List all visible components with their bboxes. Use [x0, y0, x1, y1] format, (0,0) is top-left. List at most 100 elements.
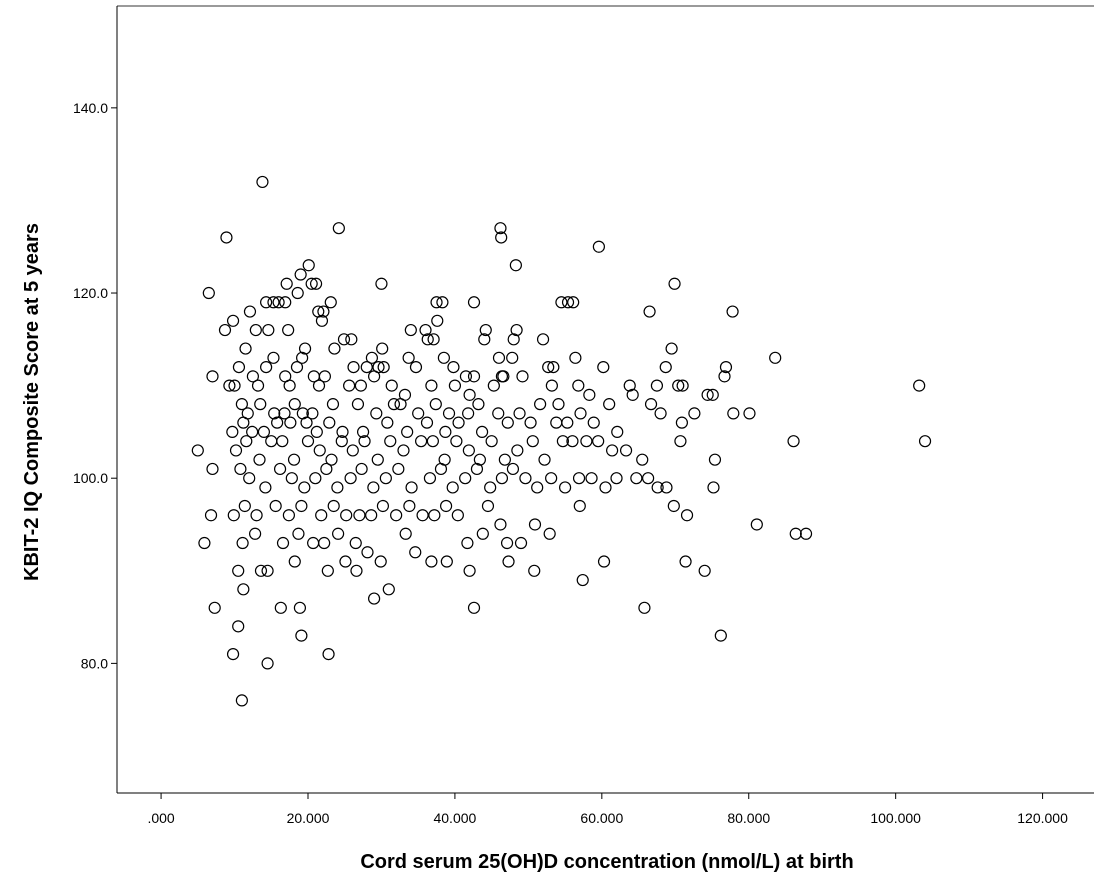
data-point: [481, 499, 495, 513]
data-point: [261, 564, 274, 577]
data-point: [506, 351, 519, 364]
data-point: [273, 462, 287, 476]
data-point: [361, 546, 374, 559]
data-point: [350, 564, 363, 577]
data-point: [516, 370, 529, 383]
data-point: [719, 360, 733, 374]
data-point: [561, 296, 575, 309]
data-point: [573, 499, 586, 513]
data-point: [375, 277, 388, 290]
data-point: [260, 296, 273, 309]
data-point: [368, 592, 381, 605]
data-point: [576, 573, 589, 587]
y-axis-title: KBIT-2 IQ Composite Score at 5 years: [21, 223, 43, 581]
data-point: [232, 564, 245, 577]
data-point: [654, 407, 667, 420]
data-point: [484, 481, 497, 494]
data-point: [204, 509, 218, 522]
data-point: [459, 472, 472, 485]
data-point: [344, 472, 357, 485]
data-point: [218, 323, 232, 337]
data-point: [405, 481, 418, 494]
data-point: [285, 472, 298, 485]
data-point: [427, 333, 440, 346]
data-point: [436, 296, 449, 309]
data-point: [430, 296, 443, 309]
data-point: [284, 416, 297, 429]
data-point: [358, 435, 371, 448]
data-point: [305, 277, 318, 290]
data-point: [440, 555, 453, 568]
data-point: [296, 351, 309, 364]
data-point: [611, 425, 624, 439]
data-point: [346, 444, 359, 457]
data-point: [381, 416, 394, 429]
data-point: [463, 388, 476, 401]
data-point: [428, 509, 441, 522]
data-point: [309, 277, 323, 290]
data-point: [249, 527, 262, 540]
data-point: [227, 509, 240, 522]
data-point: [278, 407, 291, 420]
data-point: [202, 286, 215, 300]
data-point: [402, 351, 415, 364]
data-point: [698, 564, 711, 577]
data-point: [597, 555, 611, 568]
data-point: [367, 481, 380, 494]
x-tick-label: 60.000: [580, 810, 623, 826]
data-point: [318, 536, 331, 550]
data-point: [257, 425, 271, 439]
data-point: [667, 499, 680, 513]
data-point: [243, 305, 257, 318]
data-point: [324, 296, 337, 309]
data-point: [291, 286, 304, 300]
data-point: [206, 370, 219, 383]
data-point: [606, 444, 619, 457]
data-point: [478, 333, 491, 346]
data-point: [419, 323, 432, 337]
data-point: [638, 601, 651, 614]
data-point: [339, 555, 352, 568]
data-point: [309, 472, 322, 485]
data-point: [282, 323, 295, 337]
data-point: [536, 333, 550, 346]
data-point: [313, 444, 326, 457]
data-point: [463, 564, 476, 577]
data-point: [300, 416, 313, 429]
data-point: [918, 435, 932, 448]
data-point: [254, 398, 267, 411]
data-point: [475, 425, 489, 439]
data-point: [268, 407, 281, 420]
data-point: [680, 509, 694, 522]
data-point: [485, 435, 498, 448]
data-point: [688, 407, 701, 420]
data-point: [650, 379, 664, 392]
data-point: [446, 481, 459, 494]
data-point: [437, 351, 450, 364]
data-point: [426, 435, 439, 448]
data-point: [706, 388, 719, 401]
data-point: [519, 472, 532, 485]
data-point: [555, 296, 568, 309]
data-point: [288, 398, 301, 411]
data-point: [280, 277, 293, 290]
data-point: [409, 546, 422, 559]
data-point: [619, 444, 633, 457]
data-point: [524, 416, 537, 429]
data-point: [377, 360, 390, 374]
data-point: [574, 407, 587, 420]
data-point: [355, 462, 368, 476]
data-point: [306, 407, 319, 420]
data-point: [636, 453, 649, 466]
data-point: [509, 259, 522, 272]
data-point: [913, 379, 926, 392]
data-point: [404, 323, 417, 337]
data-point: [495, 370, 509, 383]
data-point: [332, 222, 345, 235]
data-point: [462, 407, 475, 420]
data-point: [368, 370, 381, 383]
data-point: [567, 296, 580, 309]
data-point: [235, 398, 248, 411]
data-point: [545, 379, 558, 392]
data-point: [542, 360, 555, 374]
